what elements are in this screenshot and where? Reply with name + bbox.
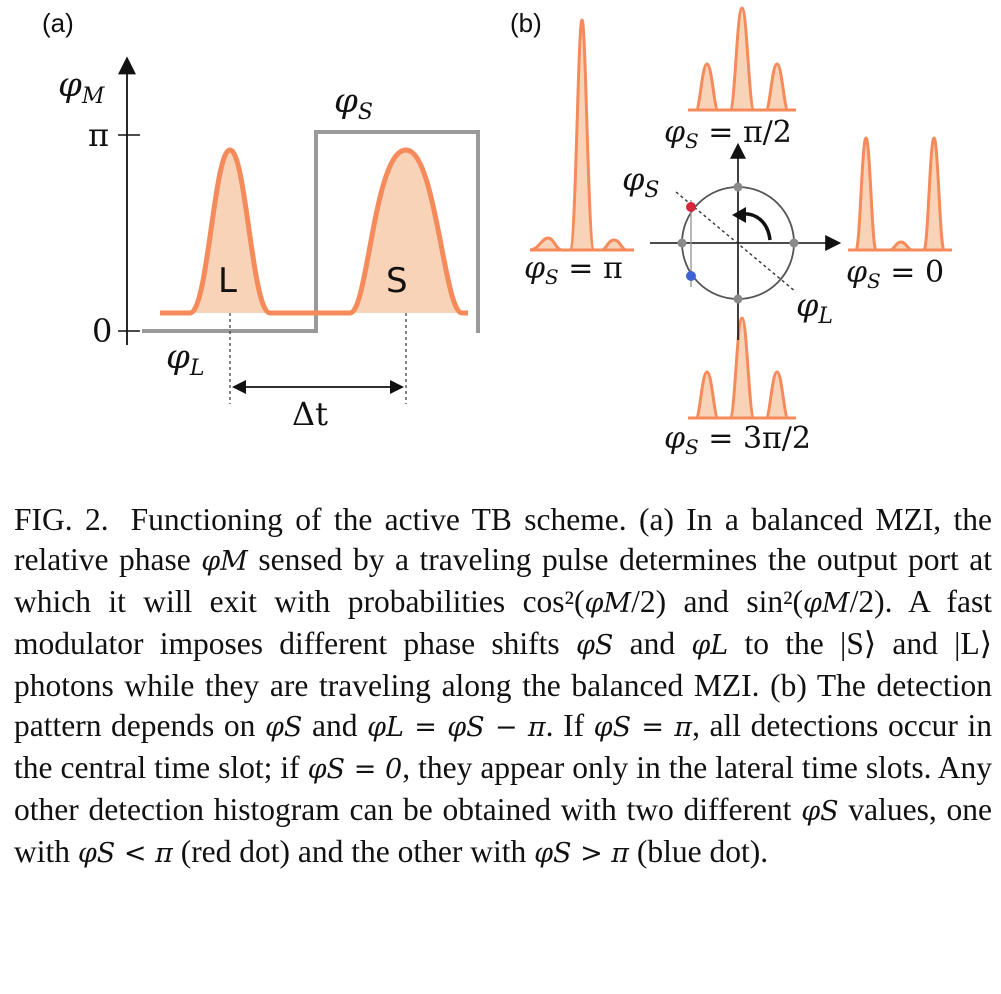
caption-text: sensed by a traveling pulse determines t… [14,542,992,619]
red-dot [686,202,696,212]
caption-text: and [613,626,692,661]
figure-2: (a) φM π 0 L S φS φL Δt (b) [42,6,952,459]
caption-text: /2) and sin²( [631,584,804,619]
label-phi-s-half-pi: φS = π/2 [664,115,792,153]
caption-equation: φS < π [77,838,173,869]
caption-text: values, one with [14,792,992,869]
caption-text: (blue dot). [629,834,769,869]
figure-caption: FIG. 2. Functioning of the active TB sche… [14,500,992,874]
histogram-phi-s-half-pi [688,6,796,112]
panel-b: (b) φS = π/2 φS = π φS = 0 φS = 3π/2 φS … [510,6,952,459]
phase-signal [142,130,480,333]
panel-a: (a) φM π 0 L S φS φL Δt [42,8,480,433]
tick-label-pi: π [88,116,109,154]
rotation-arrow-head [732,207,746,223]
tick-label-zero: 0 [92,312,112,350]
caption-equation: φS > π [534,838,630,869]
panel-b-label: (b) [510,8,542,38]
label-phi-s-pi: φS = π [524,251,623,289]
caption-equation: φL = φS − π [367,712,546,743]
dot-left [677,238,687,248]
pulses-fill [160,150,468,313]
signal-label-phi-s: φS [334,81,373,125]
caption-symbol: φM [584,588,632,619]
dot-bottom [733,294,743,304]
pulses-outline [160,147,468,316]
caption-text: . If [545,708,594,743]
delta-t-head-right [390,380,404,394]
caption-text: (red dot) and the other with [172,834,535,869]
caption-equation: φS = 0 [307,754,403,785]
caption-symbol: φS [575,630,614,661]
caption-text: Functioning of the active TB scheme. (a)… [14,502,992,577]
pulse-l-label: L [218,261,237,301]
dot-right [789,238,799,248]
caption-symbol: φM [803,588,850,619]
delta-t-label: Δt [292,395,328,433]
caption-symbol: φM [201,546,248,577]
caption-text: , all detections occur in the central ti… [14,708,993,785]
caption-equation: φS = π [593,712,693,743]
label-phi-l-circle: φL [796,286,833,329]
delta-t-head-left [232,380,246,394]
signal-label-phi-l: φL [166,337,204,381]
histogram-phi-s-pi [529,18,634,252]
label-phi-s-three-half-pi: φS = 3π/2 [664,421,811,459]
figure-number: FIG. 2. [14,502,109,537]
caption-symbol: φS [801,796,839,827]
label-phi-s-circle: φS [622,160,659,203]
pulse-s-label: S [386,261,408,301]
blue-dot [686,271,696,281]
caption-symbol: φS [265,712,303,743]
caption-symbol: φL [691,630,729,661]
axis-label-phi-m: φM [58,65,105,109]
histogram-phi-s-zero [848,136,952,252]
caption-text: to the |S⟩ and |L⟩ photons while they ar… [14,626,992,743]
caption-text: , they appear only in the lateral time s… [14,750,993,827]
phase-diagonal [675,191,797,293]
caption-text: and [302,708,368,743]
label-phi-s-zero: φS = 0 [846,255,944,293]
caption-text: /2). A fast modulator imposes different … [14,584,993,661]
dot-top [733,182,743,192]
histogram-phi-s-three-half-pi [688,316,796,420]
panel-a-label: (a) [42,8,74,38]
